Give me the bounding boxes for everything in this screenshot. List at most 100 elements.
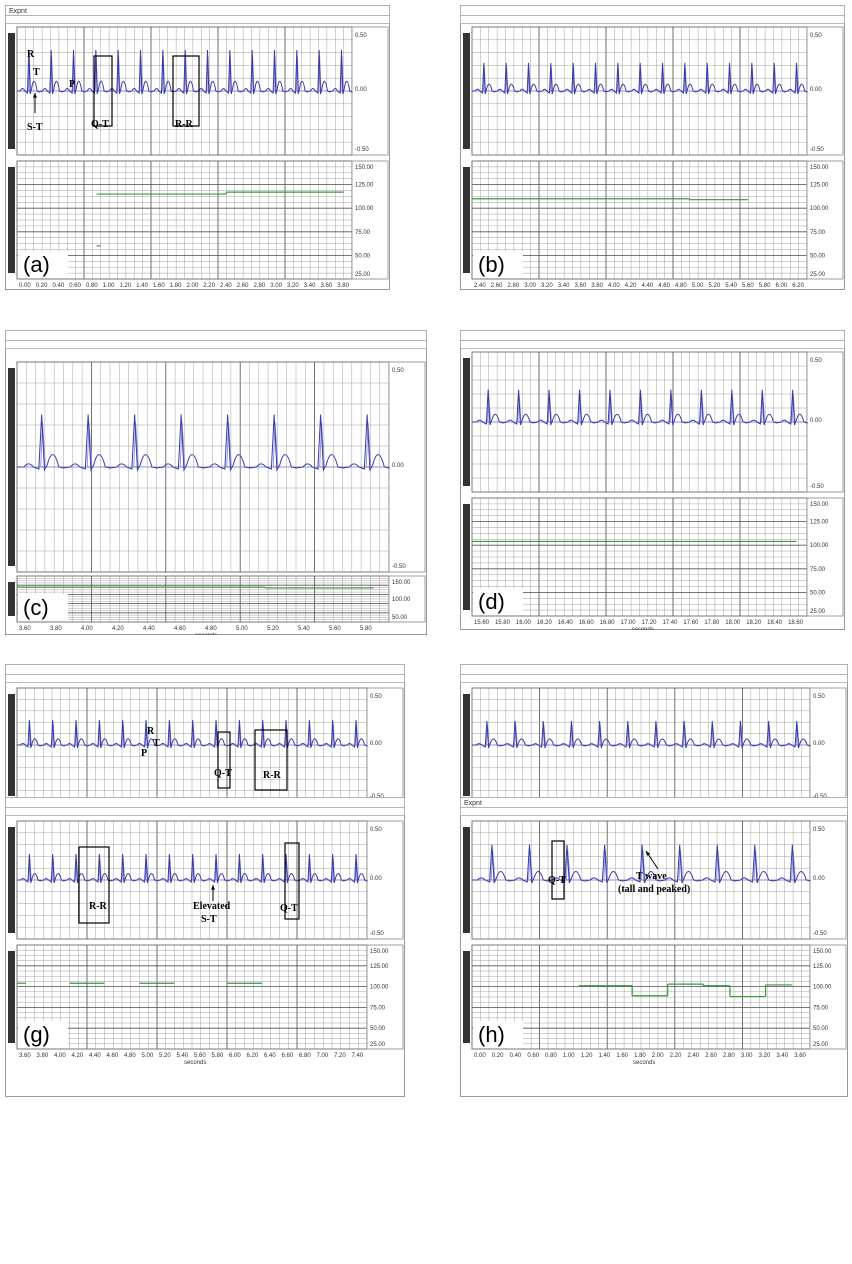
panel-label: (h): [478, 1022, 505, 1047]
annotation-label: S-T: [27, 122, 43, 133]
x-tick: 5.40: [177, 1053, 189, 1059]
x-tick: 0.20: [492, 1053, 504, 1059]
x-tick: 0.20: [36, 283, 48, 289]
annotation-box: [172, 55, 200, 127]
x-tick: 6.00: [776, 283, 788, 289]
hr-y-tick: 50.00: [355, 253, 371, 259]
x-tick: 5.80: [212, 1053, 224, 1059]
x-tick: 2.80: [254, 283, 266, 289]
hr-y-tick: 25.00: [813, 1042, 829, 1048]
x-tick: 0.00: [19, 283, 31, 289]
x-tick: 3.60: [19, 1053, 31, 1059]
annotation-label: P: [69, 79, 75, 90]
x-tick: 3.60: [19, 626, 31, 632]
annotation-box: [93, 55, 113, 127]
chart-svg: 0.50 0.00 -0.50 150.00 125.00 100.00 75.00 50.0…: [5, 797, 405, 1097]
x-tick: 3.00: [524, 283, 536, 289]
x-tick: 18.20: [746, 620, 762, 626]
annotation-label: T: [33, 67, 40, 78]
x-tick: 3.20: [759, 1053, 771, 1059]
x-tick: 1.60: [616, 1053, 628, 1059]
hr-y-tick: 25.00: [810, 609, 826, 615]
hr-y-tick: 100.00: [810, 543, 829, 549]
ecg-trace: [17, 854, 368, 884]
x-tick: 3.80: [591, 283, 603, 289]
x-tick: 2.40: [474, 283, 486, 289]
ecg-trace: [17, 414, 390, 472]
x-tick: 0.80: [545, 1053, 557, 1059]
annotation-label: R: [27, 49, 35, 60]
x-tick: 2.20: [203, 283, 215, 289]
ecg-y-tick: 0.00: [813, 876, 825, 882]
hr-y-tick: 75.00: [370, 1005, 386, 1011]
hr-y-tick: 75.00: [810, 567, 826, 573]
x-axis-label: seconds: [633, 1060, 655, 1066]
ecg-y-tick: 0.00: [813, 741, 825, 747]
ecg-y-tick: 0.50: [392, 368, 404, 374]
x-tick: 15.60: [474, 620, 490, 626]
x-tick: 18.40: [767, 620, 783, 626]
x-tick: 5.40: [298, 626, 310, 632]
x-tick: 2.80: [508, 283, 520, 289]
x-tick: 3.40: [776, 1053, 788, 1059]
annotation-label: R-R: [89, 901, 108, 912]
chart-svg: Expnt 0.50 0.00 -0.50 150.00 125.00 100.00 75.0…: [460, 797, 848, 1097]
hr-y-tick: 125.00: [810, 183, 829, 189]
x-tick: 17.80: [704, 620, 720, 626]
x-tick: 2.20: [670, 1053, 682, 1059]
x-tick: 17.00: [621, 620, 637, 626]
x-tick: 4.60: [107, 1053, 119, 1059]
ecg-trace: [17, 719, 368, 749]
hr-y-tick: 100.00: [813, 985, 832, 991]
hr-y-tick: 50.00: [813, 1026, 829, 1032]
x-tick: 2.80: [723, 1053, 735, 1059]
hr-y-tick: 50.00: [810, 590, 826, 596]
chart-panel-c: 0.50 0.00 -0.50 150.00 100.00 50.00 3.60 3.80 4.…: [5, 330, 427, 635]
x-tick: 4.60: [174, 626, 186, 632]
annotation-label: R-R: [263, 770, 282, 781]
hr-y-tick: 125.00: [810, 520, 829, 526]
x-axis-label: seconds: [195, 633, 217, 635]
x-tick: 5.60: [194, 1053, 206, 1059]
x-tick: 2.00: [652, 1053, 664, 1059]
ecg-trace-overlay: [17, 422, 389, 468]
x-tick: 1.40: [136, 283, 148, 289]
x-tick: 7.40: [352, 1053, 364, 1059]
x-tick: 6.20: [247, 1053, 259, 1059]
ecg-y-tick: 0.00: [392, 463, 404, 469]
hr-y-tick: 25.00: [370, 1042, 386, 1048]
x-tick: 6.60: [282, 1053, 294, 1059]
ecg-y-tick: 0.50: [370, 827, 382, 833]
x-tick: 5.80: [360, 626, 372, 632]
ecg-y-tick: 0.50: [810, 358, 822, 364]
panel-label: (c): [23, 595, 49, 620]
annotation-arrow: [33, 93, 37, 98]
annotation-label: Q-T: [280, 903, 298, 914]
x-tick: 5.20: [267, 626, 279, 632]
ecg-y-tick: -0.50: [813, 931, 827, 937]
x-tick: 3.60: [794, 1053, 806, 1059]
annotation-arrow: [211, 885, 215, 890]
annotation-label: T wave: [636, 871, 667, 882]
x-tick: 16.80: [600, 620, 616, 626]
panel-label: (a): [23, 252, 50, 277]
ecg-trace: [472, 389, 808, 426]
annotation-box: [254, 729, 288, 791]
window-title: Expnt: [9, 8, 27, 15]
x-tick: 6.20: [792, 283, 804, 289]
hr-y-tick: 150.00: [813, 949, 832, 955]
x-tick: 1.40: [599, 1053, 611, 1059]
hr-y-tick: 150.00: [355, 165, 374, 171]
x-tick: 3.40: [558, 283, 570, 289]
x-tick: 1.20: [581, 1053, 593, 1059]
x-tick: 1.00: [563, 1053, 575, 1059]
annotation-box: [551, 840, 565, 900]
x-tick: 3.00: [270, 283, 282, 289]
annotation-label: Q-T: [214, 768, 232, 779]
x-tick: 6.40: [264, 1053, 276, 1059]
ecg-y-tick: 0.50: [370, 694, 382, 700]
ecg-trace: [472, 62, 808, 95]
hr-y-tick: 150.00: [392, 580, 411, 586]
hr-y-tick: 125.00: [370, 964, 389, 970]
x-tick: 18.60: [788, 620, 804, 626]
